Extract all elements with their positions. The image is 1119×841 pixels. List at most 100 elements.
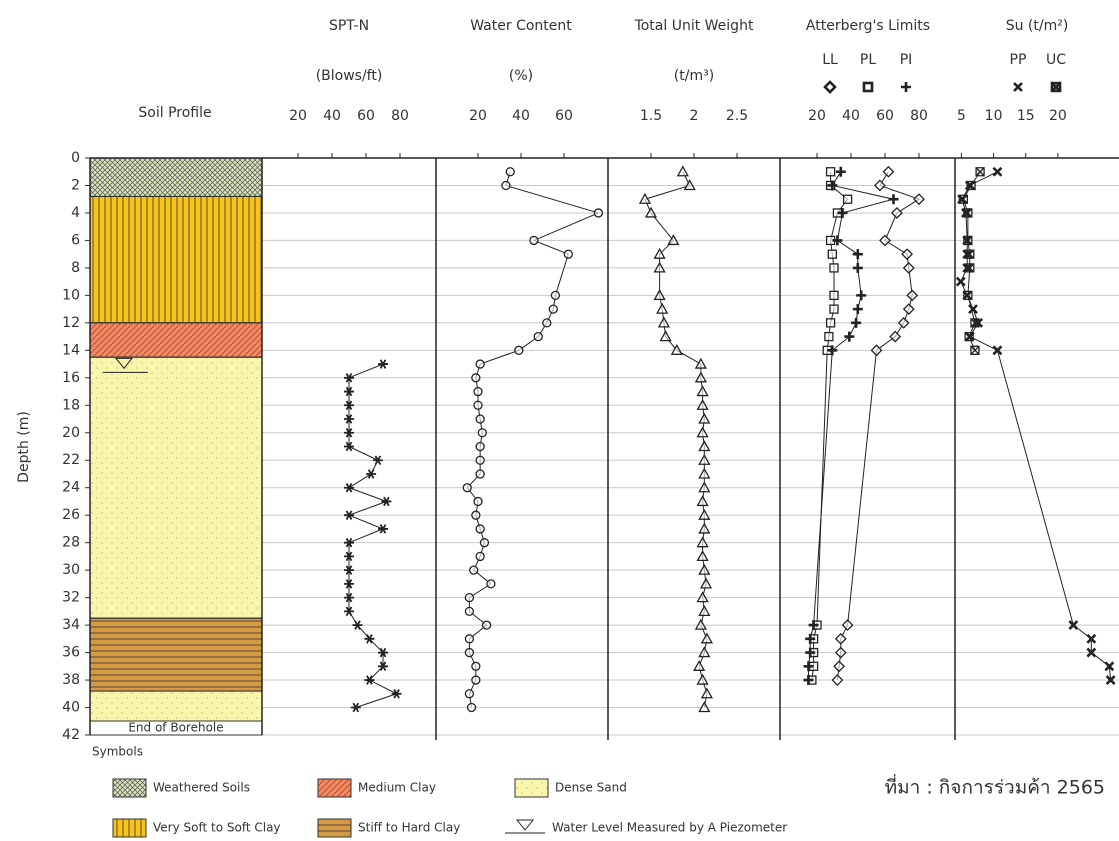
data-point	[870, 344, 883, 357]
data-point	[803, 675, 814, 686]
y-axis-label: Depth (m)	[16, 411, 32, 483]
y-tick-label: 36	[62, 645, 80, 661]
data-point	[533, 331, 543, 342]
data-point	[548, 304, 558, 314]
data-point	[656, 302, 669, 314]
data-point	[966, 180, 976, 191]
legend-label: Weathered Soils	[153, 781, 250, 795]
y-tick-label: 24	[62, 480, 80, 496]
data-point	[902, 303, 915, 316]
data-point	[344, 606, 354, 617]
data-point	[344, 441, 354, 452]
data-point	[842, 194, 853, 204]
x-tick-label: 20	[1049, 108, 1067, 124]
panel-title: Water Content	[470, 18, 572, 34]
data-point	[844, 331, 855, 342]
y-tick-label: 20	[62, 425, 80, 441]
data-point	[696, 495, 709, 507]
data-point	[829, 290, 839, 301]
legend-swatch-pattern	[514, 778, 549, 798]
data-point	[344, 579, 354, 589]
data-point	[882, 165, 895, 178]
panel-title: Total Unit Weight	[634, 18, 754, 34]
data-point	[364, 675, 375, 685]
data-point	[381, 496, 392, 507]
data-point	[378, 647, 388, 658]
data-point	[683, 179, 696, 191]
data-point	[805, 647, 816, 658]
data-point	[698, 481, 711, 493]
data-point	[992, 166, 1003, 177]
data-point	[832, 235, 843, 246]
data-point	[475, 441, 485, 452]
data-point	[653, 247, 666, 259]
y-tick-label: 22	[62, 452, 80, 468]
panel-subtitle: (t/m³)	[674, 68, 714, 84]
soil-pattern	[89, 690, 263, 722]
data-point	[992, 345, 1003, 356]
data-point	[475, 469, 485, 479]
data-point	[901, 248, 914, 261]
data-point	[696, 398, 709, 410]
x-tick-label: 20	[808, 108, 826, 124]
data-point	[696, 385, 709, 397]
data-point	[888, 194, 899, 205]
y-tick-label: 38	[62, 672, 80, 688]
data-point	[965, 263, 975, 273]
data-point	[378, 661, 388, 672]
data-point	[698, 453, 711, 465]
series-line	[808, 171, 894, 681]
data-point	[593, 208, 604, 218]
data-point	[653, 261, 666, 273]
data-point	[963, 208, 973, 218]
data-point	[473, 400, 483, 410]
data-point	[391, 689, 402, 699]
panel-subtitle: (Blows/ft)	[316, 68, 383, 84]
data-point	[464, 634, 475, 644]
data-point	[829, 263, 839, 273]
data-point	[473, 496, 483, 507]
x-tick-label: 60	[555, 108, 573, 124]
y-tick-label: 26	[62, 507, 80, 523]
legend-marker	[1013, 82, 1023, 92]
soil-pattern	[89, 195, 263, 324]
panel-subtitle: (%)	[509, 68, 533, 84]
data-point	[698, 605, 711, 617]
series-line	[960, 171, 1112, 681]
x-tick-label: 40	[323, 108, 341, 124]
data-point	[696, 426, 709, 438]
data-point	[700, 632, 714, 644]
data-point	[372, 455, 383, 465]
data-point	[505, 167, 515, 177]
data-point	[827, 249, 837, 259]
data-point	[344, 414, 354, 424]
legend-label: Medium Clay	[358, 781, 436, 795]
series-line	[811, 171, 849, 681]
y-tick-label: 34	[62, 617, 80, 633]
data-point	[970, 345, 980, 355]
y-tick-label: 14	[62, 342, 80, 358]
data-point	[698, 412, 711, 424]
data-point	[964, 331, 974, 342]
y-tick-label: 42	[62, 727, 80, 743]
legend-label: PL	[860, 52, 876, 68]
data-point	[344, 482, 354, 493]
legend-marker	[1050, 81, 1062, 93]
source: ที่มา : กิจการร่วมค้า 2565	[885, 774, 1105, 799]
data-point	[696, 550, 709, 562]
data-point	[344, 400, 354, 411]
data-point	[698, 508, 711, 520]
x-tick-label: 40	[842, 108, 860, 124]
data-point	[698, 646, 711, 658]
data-point	[378, 524, 388, 534]
data-point	[834, 632, 847, 645]
data-point	[833, 660, 846, 673]
data-point	[698, 522, 711, 534]
legend-marker	[862, 81, 874, 93]
soil-pattern	[89, 617, 263, 692]
data-point	[344, 510, 354, 520]
data-point	[657, 316, 671, 328]
series-line	[836, 171, 921, 681]
data-point	[852, 304, 863, 315]
